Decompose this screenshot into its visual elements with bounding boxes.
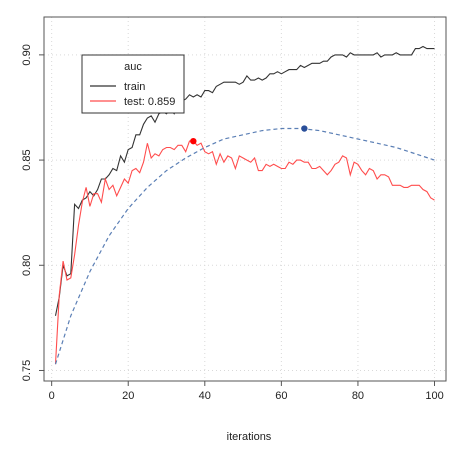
x-tick-label-20: 20 — [122, 390, 134, 402]
y-tick-label-3: 0.90 — [21, 44, 33, 65]
axes: 0 20 40 60 80 100 0.75 0.80 0.85 0.90 — [21, 44, 444, 402]
legend-entry-test: test: 0.859 — [124, 96, 175, 108]
legend: auc train test: 0.859 — [81, 54, 185, 114]
legend-entry-train: train — [124, 81, 145, 93]
x-tick-label-80: 80 — [352, 390, 364, 402]
x-tick-label-0: 0 — [49, 390, 55, 402]
x-axis-label: iterations — [227, 431, 272, 443]
x-tick-label-40: 40 — [199, 390, 211, 402]
series-line-test — [54, 140, 435, 365]
series-line-smoothed-fit — [54, 127, 435, 365]
highlight-markers — [190, 125, 308, 145]
series-line-train — [54, 45, 435, 316]
x-tick-label-60: 60 — [275, 390, 287, 402]
legend-title: auc — [124, 61, 142, 73]
plot-frame — [43, 16, 447, 382]
x-tick-label-100: 100 — [425, 390, 443, 402]
y-tick-label-0: 0.75 — [21, 360, 33, 381]
peak-marker-1 — [301, 125, 308, 132]
peak-marker-0 — [190, 137, 197, 145]
series-lines — [54, 45, 435, 365]
y-tick-label-2: 0.85 — [21, 149, 33, 170]
legend-box — [81, 54, 185, 114]
y-tick-label-1: 0.80 — [21, 255, 33, 276]
